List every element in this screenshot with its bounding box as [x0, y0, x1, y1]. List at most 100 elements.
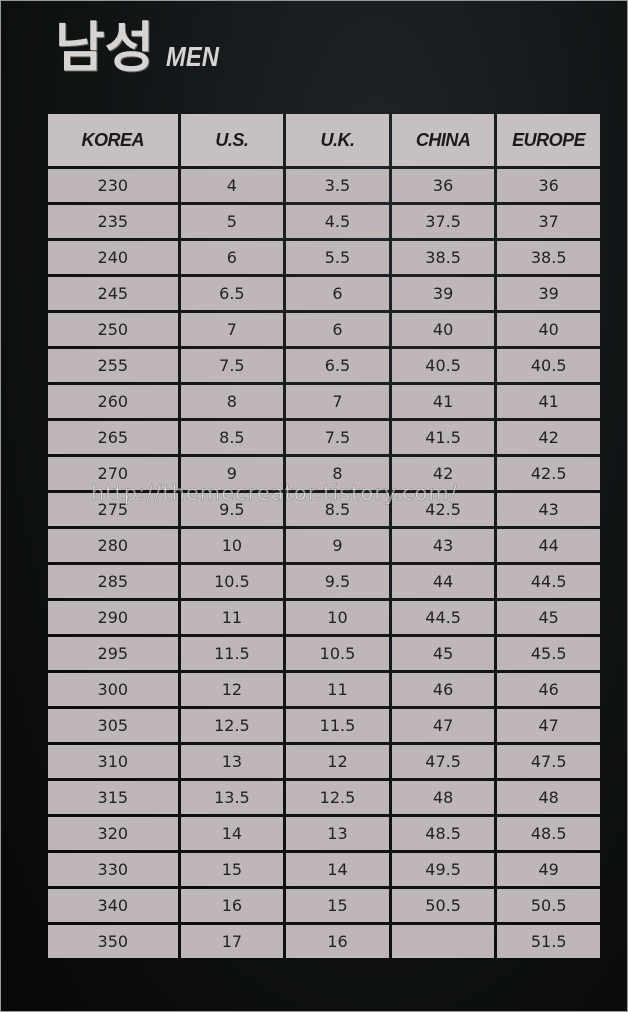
cell-uk: 7.5 — [286, 421, 389, 454]
page-title: 남성 MEN — [55, 21, 229, 75]
table-row: 340 16 15 50.5 50.5 — [48, 889, 600, 922]
cell-korea: 295 — [48, 637, 178, 670]
cell-uk: 13 — [286, 817, 389, 850]
header-europe: EUROPE — [497, 114, 600, 166]
cell-us: 13.5 — [180, 781, 284, 814]
cell-europe: 47 — [497, 709, 600, 742]
cell-us: 15 — [180, 853, 284, 886]
cell-us: 5 — [180, 205, 284, 238]
table-row: 315 13.5 12.5 48 48 — [48, 781, 600, 814]
cell-korea: 270 — [48, 457, 178, 490]
cell-europe: 41 — [497, 385, 600, 418]
table-row: 235 5 4.5 37.5 37 — [48, 205, 600, 238]
cell-us: 6.5 — [180, 277, 284, 310]
cell-china: 42 — [391, 457, 495, 490]
cell-europe: 50.5 — [497, 889, 600, 922]
cell-uk: 6 — [286, 313, 389, 346]
cell-china: 43 — [391, 529, 495, 562]
cell-uk: 11.5 — [286, 709, 389, 742]
cell-uk: 14 — [286, 853, 389, 886]
table-row: 260 8 7 41 41 — [48, 385, 600, 418]
cell-us: 11 — [180, 601, 284, 634]
cell-europe: 51.5 — [497, 925, 600, 958]
cell-china: 49.5 — [391, 853, 495, 886]
cell-korea: 250 — [48, 313, 178, 346]
cell-china: 47.5 — [391, 745, 495, 778]
cell-uk: 16 — [286, 925, 389, 958]
cell-europe: 45.5 — [497, 637, 600, 670]
cell-china: 39 — [391, 277, 495, 310]
cell-us: 9 — [180, 457, 284, 490]
cell-china — [391, 925, 495, 958]
cell-us: 4 — [180, 169, 284, 202]
table-row: 265 8.5 7.5 41.5 42 — [48, 421, 600, 454]
cell-europe: 42.5 — [497, 457, 600, 490]
cell-us: 7.5 — [180, 349, 284, 382]
cell-europe: 48 — [497, 781, 600, 814]
cell-us: 8 — [180, 385, 284, 418]
title-korean: 남성 — [55, 16, 155, 79]
cell-korea: 320 — [48, 817, 178, 850]
cell-us: 16 — [180, 889, 284, 922]
cell-china: 40 — [391, 313, 495, 346]
cell-korea: 305 — [48, 709, 178, 742]
table-row: 285 10.5 9.5 44 44.5 — [48, 565, 600, 598]
cell-us: 12.5 — [180, 709, 284, 742]
cell-us: 6 — [180, 241, 284, 274]
cell-china: 38.5 — [391, 241, 495, 274]
cell-korea: 255 — [48, 349, 178, 382]
cell-uk: 9.5 — [286, 565, 389, 598]
cell-china: 40.5 — [391, 349, 495, 382]
table-row: 245 6.5 6 39 39 — [48, 277, 600, 310]
cell-china: 45 — [391, 637, 495, 670]
header-us: U.S. — [180, 114, 284, 166]
cell-korea: 350 — [48, 925, 178, 958]
header-uk: U.K. — [286, 114, 389, 166]
table-row: 310 13 12 47.5 47.5 — [48, 745, 600, 778]
cell-us: 7 — [180, 313, 284, 346]
table-row: 320 14 13 48.5 48.5 — [48, 817, 600, 850]
cell-uk: 7 — [286, 385, 389, 418]
cell-korea: 285 — [48, 565, 178, 598]
table-body: 230 4 3.5 36 36 235 5 4.5 37.5 37 240 6 5.5 38.5 38.5 2… — [48, 169, 600, 958]
cell-korea: 280 — [48, 529, 178, 562]
cell-europe: 36 — [497, 169, 600, 202]
cell-korea: 240 — [48, 241, 178, 274]
cell-us: 10.5 — [180, 565, 284, 598]
table-row: 280 10 9 43 44 — [48, 529, 600, 562]
cell-china: 48 — [391, 781, 495, 814]
table-row: 350 17 16 51.5 — [48, 925, 600, 958]
cell-korea: 230 — [48, 169, 178, 202]
size-chart-table: KOREA U.S. U.K. CHINA EUROPE 230 4 3.5 36 36… — [45, 111, 603, 961]
cell-us: 11.5 — [180, 637, 284, 670]
title-english: MEN — [166, 41, 220, 72]
cell-us: 12 — [180, 673, 284, 706]
cell-europe: 44.5 — [497, 565, 600, 598]
cell-uk: 4.5 — [286, 205, 389, 238]
cell-china: 44.5 — [391, 601, 495, 634]
cell-korea: 330 — [48, 853, 178, 886]
cell-korea: 310 — [48, 745, 178, 778]
cell-us: 13 — [180, 745, 284, 778]
cell-uk: 6 — [286, 277, 389, 310]
cell-europe: 40.5 — [497, 349, 600, 382]
table-row: 275 9.5 8.5 42.5 43 — [48, 493, 600, 526]
cell-europe: 42 — [497, 421, 600, 454]
table-row: 255 7.5 6.5 40.5 40.5 — [48, 349, 600, 382]
cell-korea: 235 — [48, 205, 178, 238]
cell-china: 48.5 — [391, 817, 495, 850]
cell-korea: 245 — [48, 277, 178, 310]
cell-us: 14 — [180, 817, 284, 850]
cell-china: 46 — [391, 673, 495, 706]
cell-korea: 265 — [48, 421, 178, 454]
cell-uk: 12 — [286, 745, 389, 778]
cell-china: 50.5 — [391, 889, 495, 922]
header-china: CHINA — [391, 114, 495, 166]
cell-europe: 45 — [497, 601, 600, 634]
table-row: 270 9 8 42 42.5 — [48, 457, 600, 490]
cell-china: 44 — [391, 565, 495, 598]
cell-china: 47 — [391, 709, 495, 742]
cell-uk: 15 — [286, 889, 389, 922]
cell-uk: 3.5 — [286, 169, 389, 202]
